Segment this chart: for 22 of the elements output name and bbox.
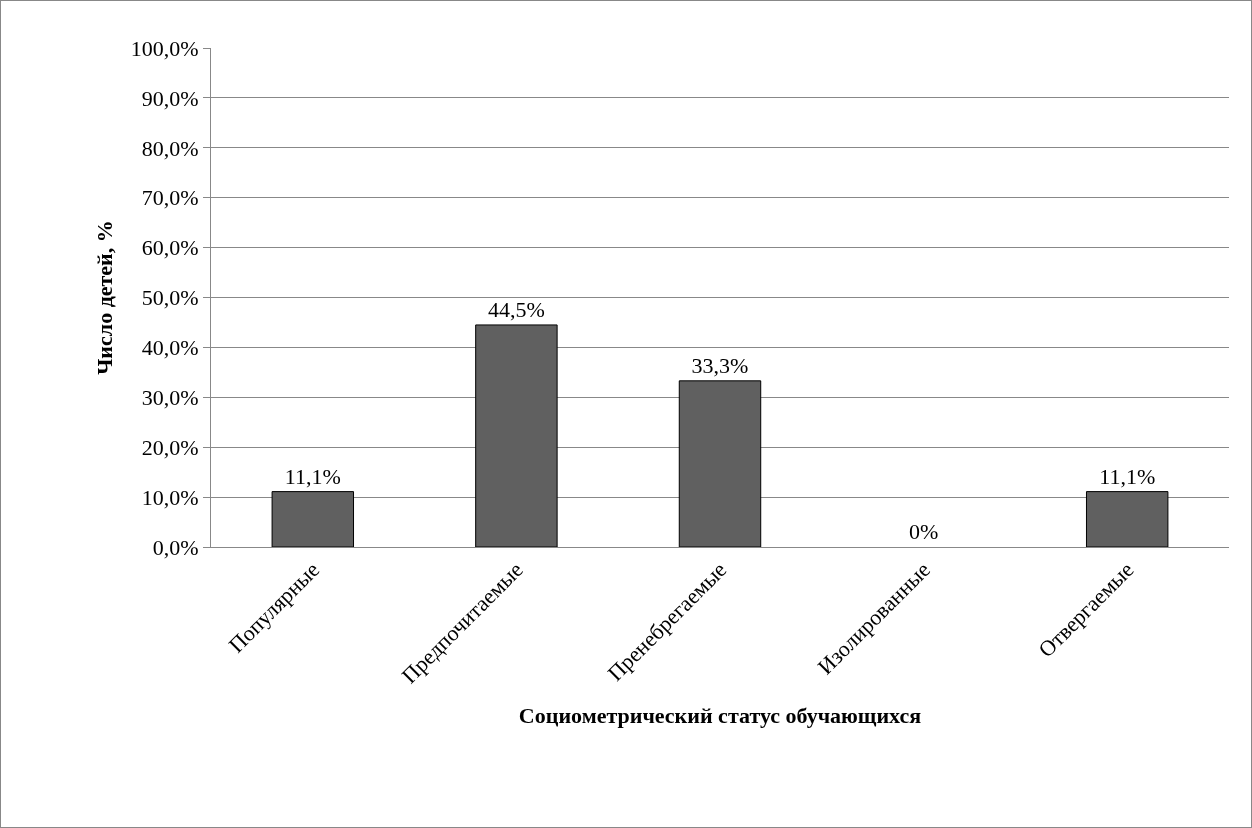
- bar: [475, 324, 558, 547]
- data-label: 0%: [908, 519, 939, 544]
- y-tick-label: 50,0%: [141, 285, 199, 311]
- y-tick-label: 100,0%: [130, 35, 199, 61]
- y-axis-title: Число детей, %: [91, 220, 117, 375]
- y-tick-label: 20,0%: [141, 434, 199, 460]
- y-tick-label: 10,0%: [141, 484, 199, 510]
- y-tick-label: 30,0%: [141, 385, 199, 410]
- bar: [678, 380, 762, 547]
- data-label: 11,1%: [284, 463, 341, 489]
- y-tick-label: 90,0%: [141, 85, 199, 111]
- y-tick-label: 0,0%: [152, 534, 199, 560]
- data-label: 33,3%: [691, 352, 749, 378]
- data-label: 44,5%: [487, 296, 545, 322]
- bar: [1085, 491, 1169, 547]
- x-axis-title: Социометрический статус обучающихся: [518, 703, 922, 729]
- y-tick-label: 70,0%: [141, 185, 199, 211]
- bar: [271, 491, 355, 547]
- y-tick-label: 60,0%: [141, 235, 199, 261]
- data-label: 11,1%: [1099, 463, 1156, 489]
- y-tick-label: 80,0%: [141, 135, 199, 161]
- y-tick-label: 40,0%: [141, 335, 199, 361]
